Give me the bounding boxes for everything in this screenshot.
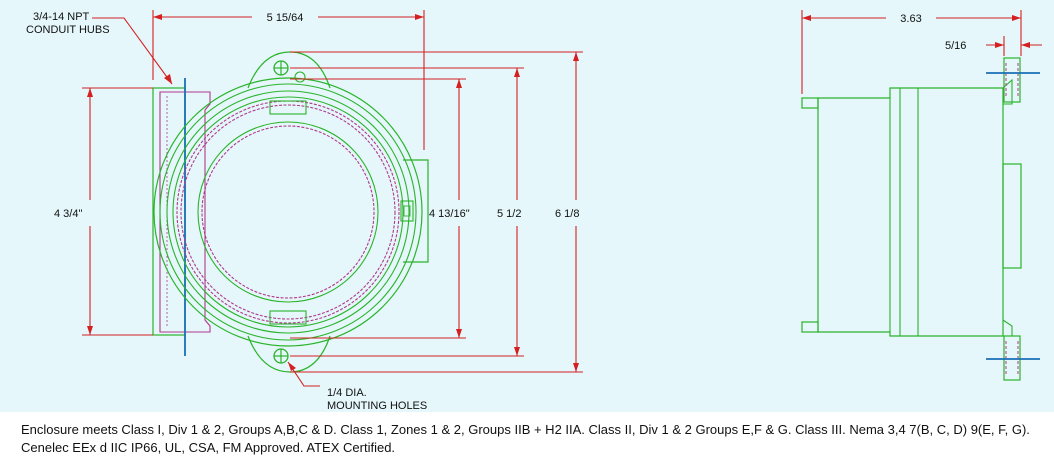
side-mounting-plate: [1002, 163, 1022, 269]
front-dimensions: [82, 10, 583, 387]
mount-span-arrow-top: [514, 68, 520, 77]
drawing-panel: 3/4-14 NPT CONDUIT HUBS 5 15/64 4 3/4" 4…: [0, 0, 1054, 412]
mounting-holes-arrow: [288, 362, 296, 371]
ground-screw-boss: [400, 200, 414, 222]
bottom-mounting-ear: [247, 335, 331, 373]
flange-arrow-left: [995, 42, 1004, 48]
top-mounting-ear: [247, 51, 331, 89]
mount-span-arrow-bottom: [514, 347, 520, 356]
opening-outer: [197, 121, 379, 303]
inner-dia-arrow-top: [456, 79, 462, 88]
inner-diameter-label: 4 13/16": [429, 208, 470, 220]
flange-arrow-right: [1021, 42, 1030, 48]
conduit-hubs-label-line2: CONDUIT HUBS: [26, 24, 110, 36]
overall-height-arrow-bottom: [573, 363, 579, 372]
overall-width-arrow-right: [415, 14, 424, 20]
top-boss: [269, 100, 307, 115]
hub-thread-profile: [159, 91, 211, 333]
body-height-label: 4 3/4": [54, 208, 82, 220]
depth-arrow-left: [802, 15, 811, 21]
caption-panel: Enclosure meets Class I, Div 1 & 2, Grou…: [0, 412, 1054, 464]
depth-arrow-right: [1012, 15, 1021, 21]
side-hub-bottom: [801, 321, 819, 333]
cover-thread-outer: [176, 100, 400, 324]
enclosure-body: [153, 77, 429, 347]
mounting-holes-leader: [287, 361, 320, 387]
body-height-arrow-bottom: [87, 326, 93, 335]
side-view: [801, 57, 1040, 381]
body-outer-ring: [153, 77, 423, 347]
side-hub-top: [801, 97, 819, 109]
side-top-ear: [1003, 57, 1021, 103]
bottom-boss: [269, 310, 307, 325]
ground-screw: [403, 205, 411, 217]
hub-outline: [152, 87, 186, 336]
conduit-hubs-label-line1: 3/4-14 NPT: [33, 11, 90, 23]
enclosure-dimension-drawing: 3/4-14 NPT CONDUIT HUBS 5 15/64 4 3/4" 4…: [26, 10, 1042, 412]
cover-thread-inner: [180, 104, 396, 320]
mounting-holes-label-line2: MOUNTING HOLES: [327, 400, 427, 412]
dimension-labels: 3/4-14 NPT CONDUIT HUBS 5 15/64 4 3/4" 4…: [26, 11, 966, 412]
conduit-hubs-leader: [92, 17, 173, 85]
body-ring-4: [172, 96, 404, 328]
right-hub-stub: [403, 159, 429, 263]
overall-width-label: 5 15/64: [267, 12, 304, 24]
side-dimensions: [801, 10, 1042, 94]
opening-inner: [201, 125, 375, 299]
overall-width-arrow-left: [153, 14, 162, 20]
overall-height-arrow-top: [573, 52, 579, 61]
body-ring-3: [166, 90, 410, 334]
certification-caption: Enclosure meets Class I, Div 1 & 2, Grou…: [21, 422, 1030, 455]
depth-label: 3.63: [900, 13, 921, 25]
side-body-outline: [817, 87, 1004, 337]
body-height-arrow-top: [87, 88, 93, 97]
side-bottom-ear: [1003, 335, 1021, 381]
overall-height-label: 6 1/8: [555, 208, 579, 220]
side-flange-bottom-step: [1002, 319, 1013, 337]
body-ring-2: [159, 83, 417, 341]
front-view: [152, 51, 429, 373]
mounting-holes-label-line1: 1/4 DIA.: [327, 387, 367, 399]
top-secondary-hole: [294, 71, 306, 83]
flange-thickness-label: 5/16: [945, 40, 966, 52]
mounting-span-label: 5 1/2: [497, 208, 521, 220]
inner-dia-arrow-bottom: [456, 329, 462, 338]
side-flange-top-step: [1002, 78, 1013, 105]
conduit-hubs-arrow: [164, 74, 172, 84]
